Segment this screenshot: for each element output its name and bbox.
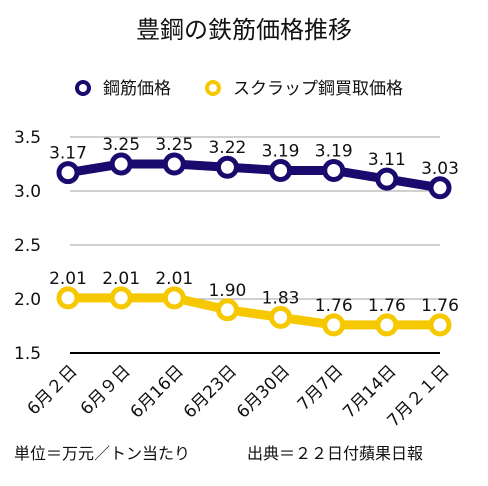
chart-title: 豊鋼の鉄筋価格推移 — [136, 16, 352, 44]
data-point — [109, 152, 133, 176]
data-point — [375, 313, 399, 337]
y-tick-label: 3.0 — [14, 182, 41, 202]
data-point — [322, 313, 346, 337]
legend-marker-scrap — [205, 80, 221, 96]
series-layer: 3.17 3.25 3.25 3.22 3.19 3.19 3.11 3.03 2.01 2.01… — [49, 135, 459, 337]
data-point — [162, 152, 186, 176]
data-point — [428, 313, 452, 337]
data-label: 1.76 — [315, 296, 353, 316]
y-tick-label: 2.5 — [14, 236, 41, 256]
x-tick-label: 6月２日 — [24, 361, 82, 419]
data-point — [215, 155, 239, 179]
data-point — [375, 167, 399, 191]
data-point — [428, 176, 452, 200]
data-point — [162, 286, 186, 310]
legend-marker-rebar — [75, 80, 91, 96]
x-tick-label: 6月30日 — [233, 361, 294, 422]
legend: 鋼筋価格 スクラップ鋼買取価格 — [75, 79, 403, 99]
data-label: 3.19 — [315, 141, 353, 161]
data-label: 1.76 — [421, 296, 459, 316]
unit-note: 単位＝万元／トン当たり — [14, 444, 190, 463]
source-note: 出典＝２２日付蘋果日報 — [247, 444, 423, 463]
data-label: 2.01 — [102, 269, 140, 289]
data-label: 3.19 — [262, 141, 300, 161]
data-label: 2.01 — [49, 269, 87, 289]
data-label: 3.25 — [102, 135, 140, 155]
data-point — [269, 158, 293, 182]
data-label: 3.22 — [208, 138, 246, 158]
x-tick-label: 6月９日 — [77, 361, 135, 419]
data-label: 3.11 — [368, 150, 406, 170]
data-label: 1.76 — [368, 296, 406, 316]
data-label: 1.90 — [208, 281, 246, 301]
data-label: 3.03 — [421, 159, 459, 179]
data-point — [56, 286, 80, 310]
data-point — [56, 161, 80, 185]
x-tick-label: 7月7日 — [294, 361, 347, 414]
data-point — [269, 305, 293, 329]
data-label: 3.25 — [155, 135, 193, 155]
data-label: 1.83 — [262, 288, 300, 308]
x-tick-label: 6月23日 — [180, 361, 241, 422]
data-point — [109, 286, 133, 310]
data-label: 3.17 — [49, 144, 87, 164]
y-tick-label: 1.5 — [14, 344, 41, 364]
data-label: 2.01 — [155, 269, 193, 289]
legend-label-scrap: スクラップ鋼買取価格 — [233, 79, 403, 99]
y-axis: 1.5 2.0 2.5 3.0 3.5 — [14, 128, 41, 364]
y-tick-label: 3.5 — [14, 128, 41, 148]
x-tick-label: 6月16日 — [127, 361, 188, 422]
data-point — [322, 158, 346, 182]
y-tick-label: 2.0 — [14, 290, 41, 310]
legend-label-rebar: 鋼筋価格 — [103, 79, 171, 99]
data-point — [215, 298, 239, 322]
